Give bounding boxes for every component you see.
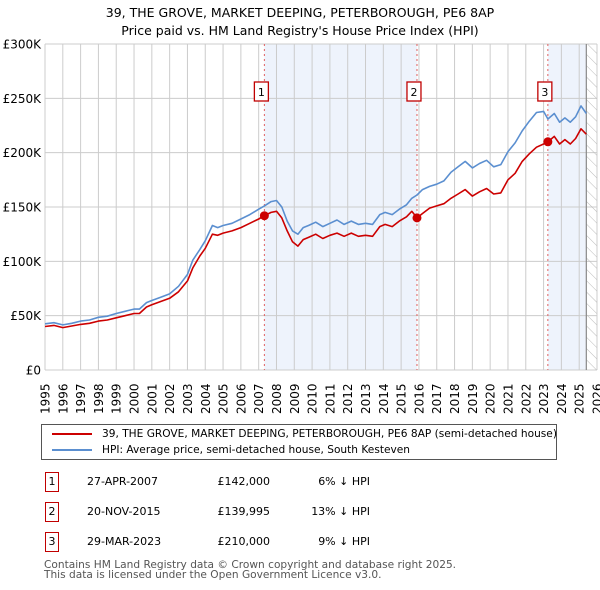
chart-title-address: 39, THE GROVE, MARKET DEEPING, PETERBORO…	[105, 5, 495, 20]
x-tick-label: 2020	[484, 383, 498, 414]
sale-label-box	[406, 81, 422, 102]
transaction-hpi-diff: 13% ↓ HPI	[311, 505, 370, 518]
transaction-row: 2 20-NOV-2015 £139,995 13% ↓ HPI	[0, 502, 600, 522]
series-line-property	[45, 128, 587, 329]
sale-label-box	[253, 81, 270, 102]
transaction-date: 20-NOV-2015	[87, 505, 161, 518]
x-tick-label: 2012	[341, 383, 355, 414]
sale-label-3: 3	[537, 81, 553, 102]
x-tick-label: 2016	[412, 383, 426, 414]
x-tick-label: 2013	[359, 383, 373, 414]
sale-label-1: 1	[253, 81, 270, 102]
x-tick-label: 1997	[74, 383, 88, 414]
transaction-hpi-diff: 6% ↓ HPI	[318, 475, 370, 488]
chart-subtitle: Price paid vs. HM Land Registry's House …	[121, 23, 479, 38]
series-line-hpi	[45, 105, 587, 326]
legend: 39, THE GROVE, MARKET DEEPING, PETERBORO…	[41, 424, 557, 460]
x-tick-label: 2005	[217, 383, 231, 414]
sale-point-2	[412, 213, 422, 223]
x-tick-label: 2026	[591, 383, 600, 414]
legend-swatch-hpi	[52, 449, 92, 451]
x-tick-label: 2014	[377, 383, 391, 414]
sale-label-text: 3	[541, 86, 548, 99]
price-chart: 1 2 3 £0 £50K £100K £150K £200K £250K £300K 1995…	[3, 38, 600, 415]
x-tick-label: 2006	[234, 383, 248, 414]
y-tick-label: £200K	[3, 146, 43, 160]
x-tick-label: 2017	[430, 383, 444, 414]
x-tick-label: 2001	[145, 383, 159, 414]
x-tick-label: 2024	[555, 383, 569, 414]
transaction-price: £139,995	[217, 505, 271, 518]
x-tick-label: 2015	[395, 383, 409, 414]
sale-labels: 1 2 3	[253, 81, 553, 102]
y-axis-ticks: £0 £50K £100K £150K £200K £250K £300K	[3, 38, 43, 378]
transaction-row: 3 29-MAR-2023 £210,000 9% ↓ HPI	[0, 532, 600, 552]
x-axis-ticks: 1995 1996 1997 1998 1999 2000 2001 2002 2003 2004…	[39, 383, 600, 414]
transaction-hpi-diff: 9% ↓ HPI	[318, 535, 370, 548]
sale-label-box	[537, 81, 553, 102]
y-tick-label: £0	[26, 364, 41, 378]
x-tick-label: 2021	[501, 383, 515, 414]
x-tick-label: 1996	[56, 383, 70, 414]
transaction-number: 2	[45, 502, 59, 522]
transaction-date: 27-APR-2007	[87, 475, 159, 488]
x-tick-label: 2022	[519, 383, 533, 414]
transaction-date: 29-MAR-2023	[87, 535, 162, 548]
sale-lines	[263, 44, 549, 370]
x-tick-label: 2003	[181, 383, 195, 414]
transaction-number: 1	[45, 472, 59, 492]
sale-label-2: 2	[406, 81, 422, 102]
transaction-price: £210,000	[217, 535, 271, 548]
forecast-hatch	[585, 44, 597, 370]
y-tick-label: £300K	[3, 38, 43, 52]
x-tick-label: 2008	[270, 383, 284, 414]
hatch-region	[586, 44, 597, 370]
x-tick-label: 2000	[128, 383, 142, 414]
sale-point-3	[543, 137, 553, 147]
x-tick-label: 2004	[199, 383, 213, 414]
sale-points	[259, 137, 553, 223]
y-tick-label: £250K	[3, 92, 43, 106]
sale-label-text: 2	[410, 86, 417, 99]
x-tick-label: 2019	[466, 383, 480, 414]
sale-point-1	[259, 211, 269, 221]
transaction-price: £142,000	[217, 475, 271, 488]
x-tick-label: 1999	[110, 383, 124, 414]
transaction-number: 3	[45, 532, 59, 552]
y-tick-label: £50K	[10, 309, 42, 323]
legend-label-hpi: HPI: Average price, semi-detached house,…	[102, 444, 411, 456]
x-tick-label: 2025	[573, 383, 587, 414]
footer-line-licence: This data is licensed under the Open Gov…	[44, 569, 382, 581]
footer-attribution: Contains HM Land Registry data © Crown c…	[44, 559, 457, 581]
x-tick-label: 1995	[39, 383, 53, 414]
footer-line-copyright: Contains HM Land Registry data © Crown c…	[44, 559, 457, 571]
legend-label-property: 39, THE GROVE, MARKET DEEPING, PETERBORO…	[102, 428, 557, 440]
x-tick-label: 2002	[163, 383, 177, 414]
x-tick-label: 2011	[323, 383, 337, 414]
x-tick-label: 2007	[252, 383, 266, 414]
y-tick-label: £150K	[3, 201, 43, 215]
x-tick-label: 2010	[306, 383, 320, 414]
sale-label-text: 1	[258, 86, 265, 99]
x-tick-label: 1998	[92, 383, 106, 414]
x-tick-label: 2023	[537, 383, 551, 414]
legend-swatch-property	[52, 433, 92, 435]
x-tick-label: 2009	[288, 383, 302, 414]
grid-lines	[44, 43, 598, 371]
x-tick-label: 2018	[448, 383, 462, 414]
y-tick-label: £100K	[3, 255, 43, 269]
transaction-row: 1 27-APR-2007 £142,000 6% ↓ HPI	[0, 472, 600, 492]
